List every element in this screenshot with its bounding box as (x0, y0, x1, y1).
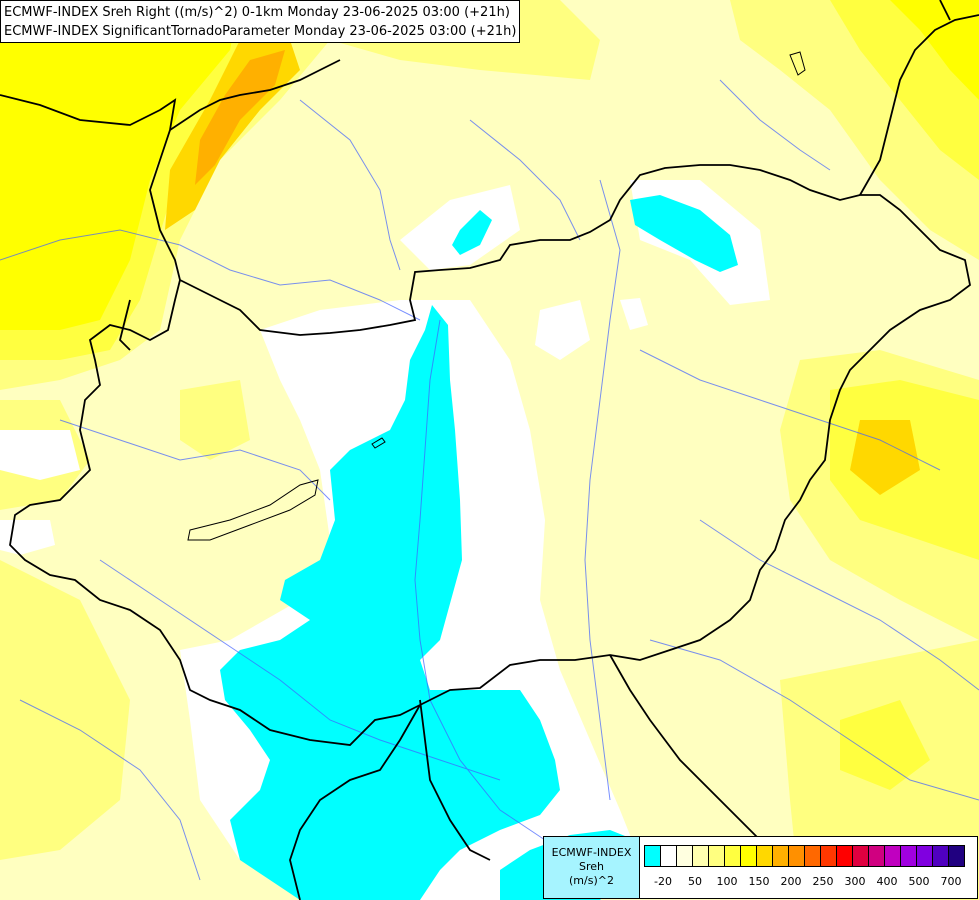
legend-swatch (884, 845, 901, 867)
legend-swatch (708, 845, 725, 867)
legend-swatch (676, 845, 693, 867)
legend-swatch (660, 845, 677, 867)
legend-swatch (820, 845, 837, 867)
legend-swatch (788, 845, 805, 867)
legend-swatch (836, 845, 853, 867)
color-legend: ECMWF-INDEX Sreh (m/s)^2 -20 50 100 150 200 2… (543, 836, 978, 899)
legend-swatch (756, 845, 773, 867)
legend-swatch (868, 845, 885, 867)
rivers (0, 79, 979, 881)
legend-ticks: -20 50 100 150 200 250 300 400 500 700 (642, 875, 972, 891)
legend-tick-label: -20 (654, 875, 672, 888)
legend-swatch (644, 845, 661, 867)
title-line-2: ECMWF-INDEX SignificantTornadoParameter … (4, 24, 517, 39)
legend-swatch (852, 845, 869, 867)
legend-tick-label: 50 (688, 875, 702, 888)
title-line-1: ECMWF-INDEX Sreh Right ((m/s)^2) 0-1km M… (4, 5, 510, 20)
legend-tick-label: 700 (940, 875, 962, 888)
legend-label-line-1: ECMWF-INDEX (551, 846, 632, 859)
legend-tick-label: 250 (812, 875, 834, 888)
legend-swatch (948, 845, 965, 867)
legend-label-line-2: Sreh (578, 860, 604, 873)
legend-label: ECMWF-INDEX Sreh (m/s)^2 (544, 837, 640, 898)
legend-tick-label: 200 (780, 875, 802, 888)
legend-label-line-3: (m/s)^2 (569, 874, 614, 887)
legend-swatch (916, 845, 933, 867)
lakes (187, 51, 806, 541)
legend-swatch (740, 845, 757, 867)
legend-tick-label: 150 (748, 875, 770, 888)
legend-swatch (932, 845, 949, 867)
legend-tick-label: 300 (844, 875, 866, 888)
legend-swatch (804, 845, 821, 867)
legend-swatch (772, 845, 789, 867)
legend-swatch (724, 845, 741, 867)
map-title-box: ECMWF-INDEX Sreh Right ((m/s)^2) 0-1km M… (0, 0, 521, 43)
legend-tick-label: 100 (716, 875, 738, 888)
legend-swatch (900, 845, 917, 867)
legend-swatch (692, 845, 709, 867)
legend-tick-label: 400 (876, 875, 898, 888)
legend-swatches (644, 845, 965, 867)
legend-tick-label: 500 (908, 875, 930, 888)
